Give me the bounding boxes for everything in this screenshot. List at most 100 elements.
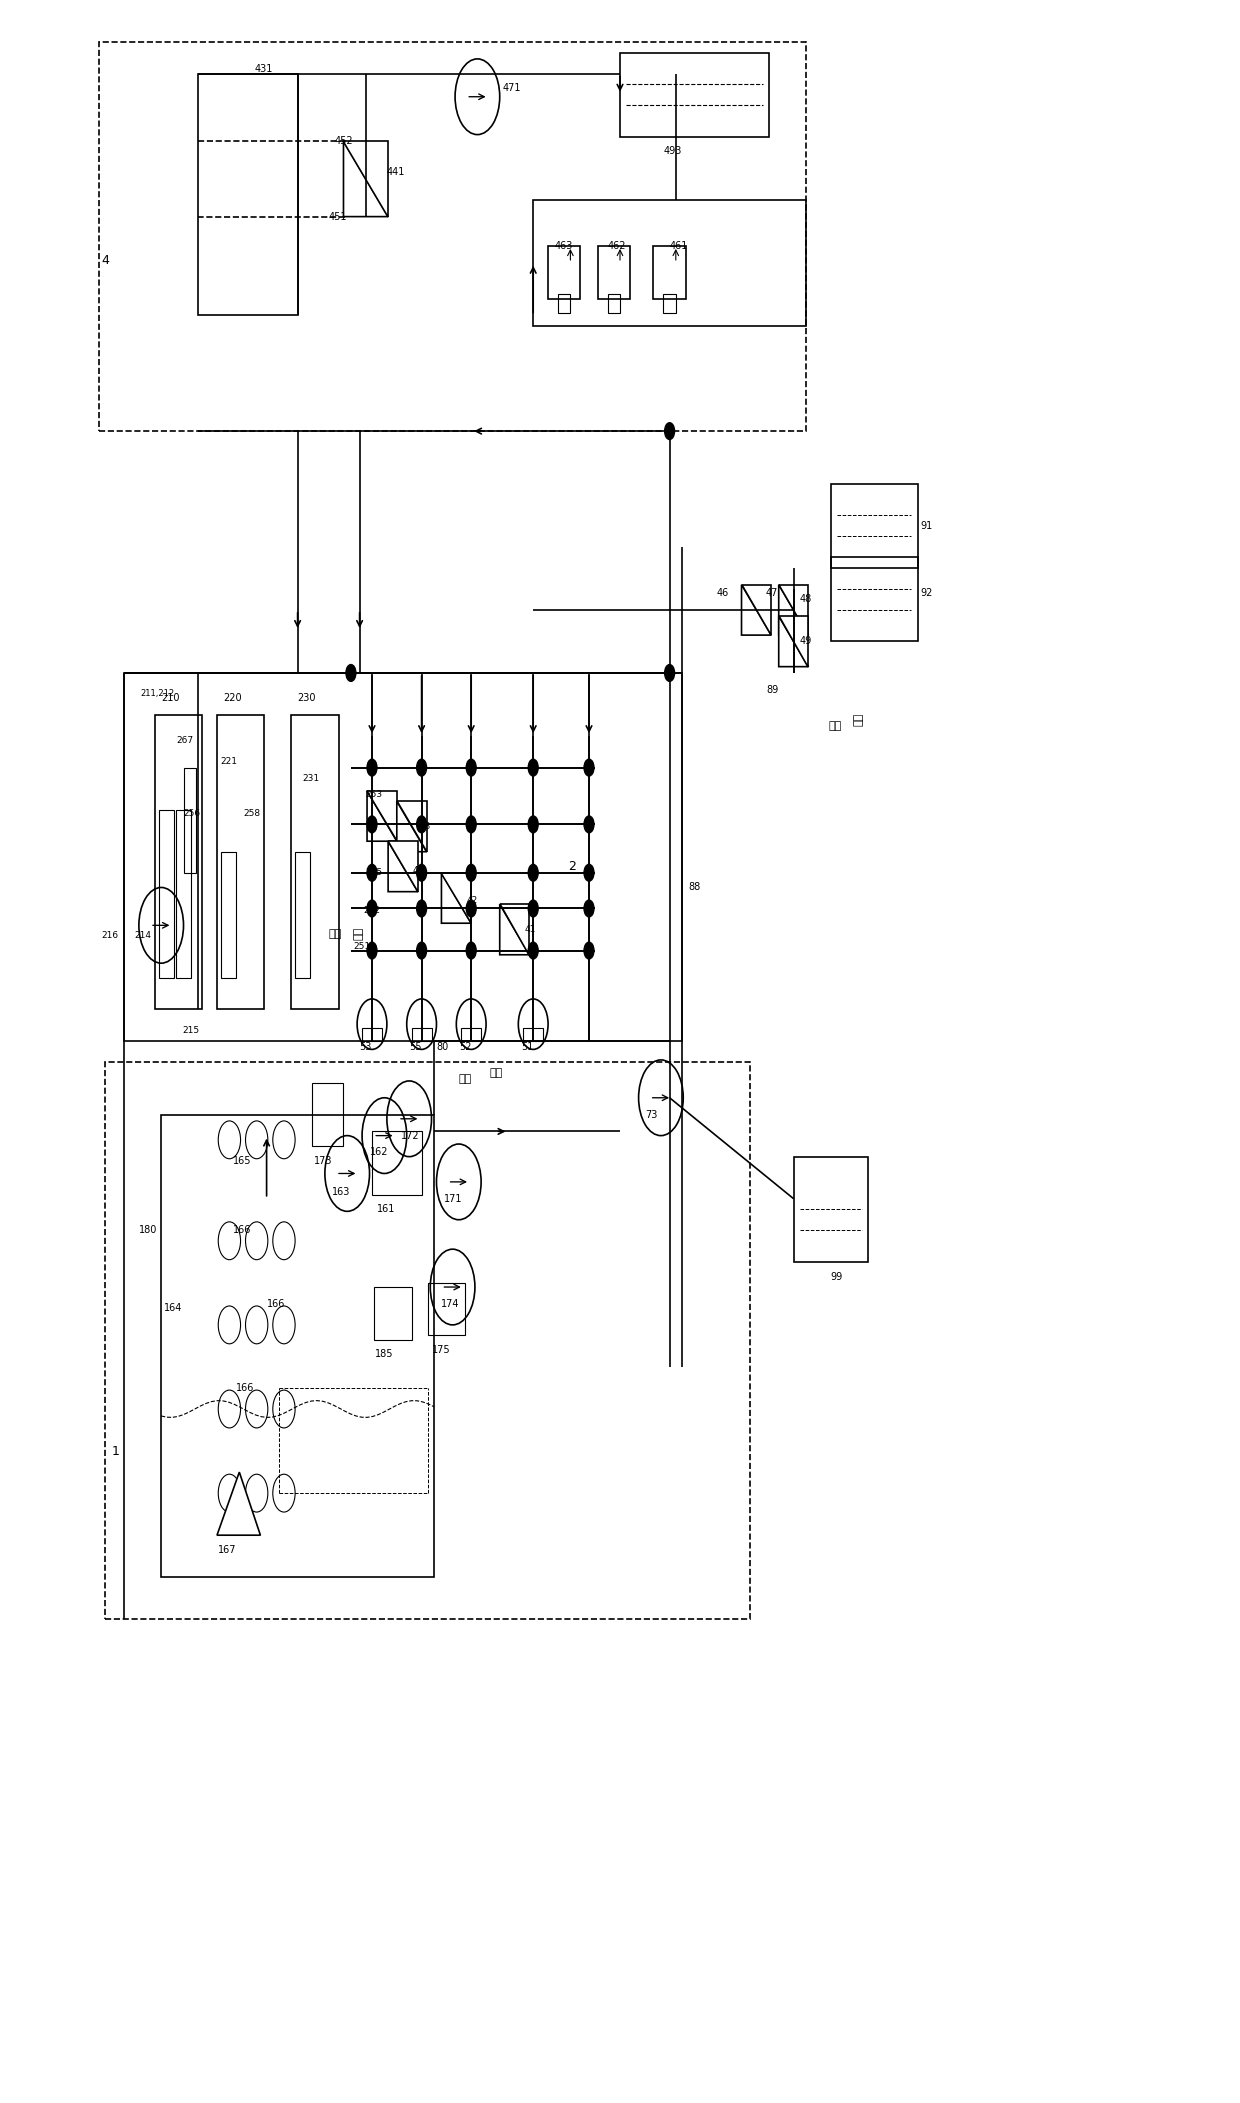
Circle shape	[367, 900, 377, 917]
Circle shape	[367, 759, 377, 776]
Circle shape	[367, 864, 377, 881]
Text: 89: 89	[766, 686, 779, 694]
Text: 216: 216	[102, 932, 119, 940]
Circle shape	[466, 759, 476, 776]
Bar	[558, 294, 570, 313]
Polygon shape	[500, 904, 529, 955]
Text: 纯水: 纯水	[329, 930, 342, 938]
Bar	[198, 74, 298, 315]
Circle shape	[466, 942, 476, 959]
Text: 45: 45	[413, 866, 424, 875]
Text: 258: 258	[243, 810, 260, 818]
Text: 164: 164	[164, 1304, 182, 1312]
Polygon shape	[500, 904, 529, 955]
Text: 252: 252	[363, 906, 381, 915]
Text: 163: 163	[332, 1188, 351, 1197]
Bar	[99, 42, 806, 431]
Text: 211,212: 211,212	[140, 690, 175, 698]
Text: 排出: 排出	[459, 1075, 472, 1083]
Bar	[221, 852, 236, 978]
Text: 4: 4	[102, 254, 109, 267]
Text: 173: 173	[314, 1157, 332, 1165]
Bar	[159, 810, 174, 978]
Text: 220: 220	[223, 694, 242, 702]
Bar	[372, 1131, 422, 1195]
Bar	[312, 1083, 343, 1146]
Circle shape	[417, 942, 427, 959]
Polygon shape	[367, 791, 397, 841]
Bar	[161, 1115, 434, 1577]
Text: 2: 2	[568, 860, 575, 873]
Text: 166: 166	[267, 1300, 285, 1308]
Text: 53: 53	[360, 1043, 372, 1052]
Text: 55: 55	[409, 1043, 422, 1052]
Text: 47: 47	[765, 589, 777, 597]
Polygon shape	[217, 1472, 260, 1535]
Text: 174: 174	[441, 1300, 460, 1308]
Text: 43: 43	[419, 822, 430, 831]
Text: 463: 463	[554, 242, 573, 250]
Bar	[362, 1028, 382, 1041]
Polygon shape	[388, 841, 418, 892]
Text: 461: 461	[670, 242, 688, 250]
Circle shape	[528, 759, 538, 776]
Bar	[608, 294, 620, 313]
Circle shape	[466, 816, 476, 833]
Bar	[176, 810, 191, 978]
Text: 253: 253	[366, 791, 383, 799]
Bar	[794, 1157, 868, 1262]
Text: 73: 73	[645, 1110, 657, 1119]
Text: 46: 46	[717, 589, 729, 597]
Text: 167: 167	[218, 1546, 237, 1554]
Circle shape	[346, 665, 356, 681]
Text: 231: 231	[303, 774, 320, 782]
Bar	[831, 557, 918, 641]
Bar	[620, 53, 769, 137]
Circle shape	[367, 942, 377, 959]
Text: 256: 256	[184, 810, 201, 818]
Polygon shape	[397, 801, 427, 852]
Text: 175: 175	[432, 1346, 450, 1354]
Text: 162: 162	[370, 1148, 388, 1157]
Polygon shape	[388, 841, 418, 892]
Text: 88: 88	[688, 883, 701, 892]
Bar	[523, 1028, 543, 1041]
Polygon shape	[367, 791, 397, 841]
Circle shape	[466, 864, 476, 881]
Text: 92: 92	[920, 589, 932, 597]
Text: 493: 493	[663, 147, 682, 156]
Text: 172: 172	[401, 1131, 419, 1140]
Circle shape	[528, 900, 538, 917]
Bar	[295, 852, 310, 978]
Bar	[548, 246, 580, 299]
Polygon shape	[742, 585, 771, 635]
Circle shape	[584, 759, 594, 776]
Text: 452: 452	[335, 137, 353, 145]
Text: 251: 251	[353, 942, 371, 951]
Circle shape	[417, 816, 427, 833]
Bar	[461, 1028, 481, 1041]
Bar	[155, 715, 202, 1009]
Text: 166: 166	[233, 1226, 252, 1234]
Polygon shape	[343, 141, 388, 217]
Text: 267: 267	[176, 736, 193, 744]
Circle shape	[665, 665, 675, 681]
Circle shape	[584, 942, 594, 959]
Text: 纯水: 纯水	[353, 927, 363, 940]
Text: 48: 48	[800, 595, 812, 604]
Bar	[217, 715, 264, 1009]
Text: 210: 210	[161, 694, 180, 702]
Circle shape	[466, 900, 476, 917]
Bar	[428, 1283, 465, 1335]
Circle shape	[584, 900, 594, 917]
Bar	[124, 673, 682, 1041]
Text: 51: 51	[521, 1043, 533, 1052]
Bar	[184, 768, 196, 873]
Text: 氮气: 氮气	[853, 713, 863, 726]
Text: 462: 462	[608, 242, 626, 250]
Circle shape	[528, 864, 538, 881]
Bar	[598, 246, 630, 299]
Bar	[291, 715, 339, 1009]
Circle shape	[584, 816, 594, 833]
Text: 230: 230	[298, 694, 316, 702]
